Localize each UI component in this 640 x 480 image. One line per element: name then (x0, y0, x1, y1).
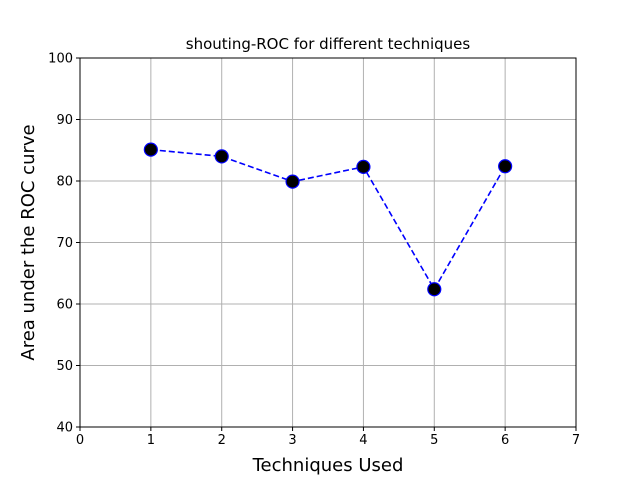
data-point-marker (498, 159, 513, 174)
y-tick-label: 40 (56, 421, 73, 436)
data-point-marker (356, 159, 371, 174)
chart-title: shouting-ROC for different techniques (186, 35, 471, 53)
x-tick-label: 4 (359, 433, 367, 448)
series-line-path (150, 148, 506, 291)
grid-lines (79, 57, 577, 428)
data-point-marker (214, 149, 229, 164)
axis-ticks: 0 1 2 3 4 5 6 7 40 50 60 70 80 90 100 (48, 52, 580, 449)
x-tick-label: 7 (572, 433, 580, 448)
y-tick-label: 90 (56, 113, 73, 128)
x-axis-title: Techniques Used (252, 455, 404, 476)
data-point-marker (285, 174, 300, 189)
y-tick-label: 50 (56, 359, 73, 374)
data-point-marker (143, 142, 158, 157)
x-tick-label: 3 (288, 433, 296, 448)
y-tick-label: 80 (56, 175, 73, 190)
x-tick-label: 5 (430, 433, 438, 448)
series-line (150, 148, 506, 291)
x-tick-label: 2 (218, 433, 226, 448)
y-axis-title: Area under the ROC curve (18, 124, 39, 360)
x-tick-label: 0 (76, 433, 84, 448)
data-points (143, 142, 513, 297)
x-tick-label: 1 (147, 433, 155, 448)
x-tick-label: 6 (501, 433, 509, 448)
y-tick-label: 60 (56, 298, 73, 313)
data-point-marker (427, 282, 442, 297)
y-tick-label: 100 (48, 52, 73, 67)
y-tick-label: 70 (56, 236, 73, 251)
